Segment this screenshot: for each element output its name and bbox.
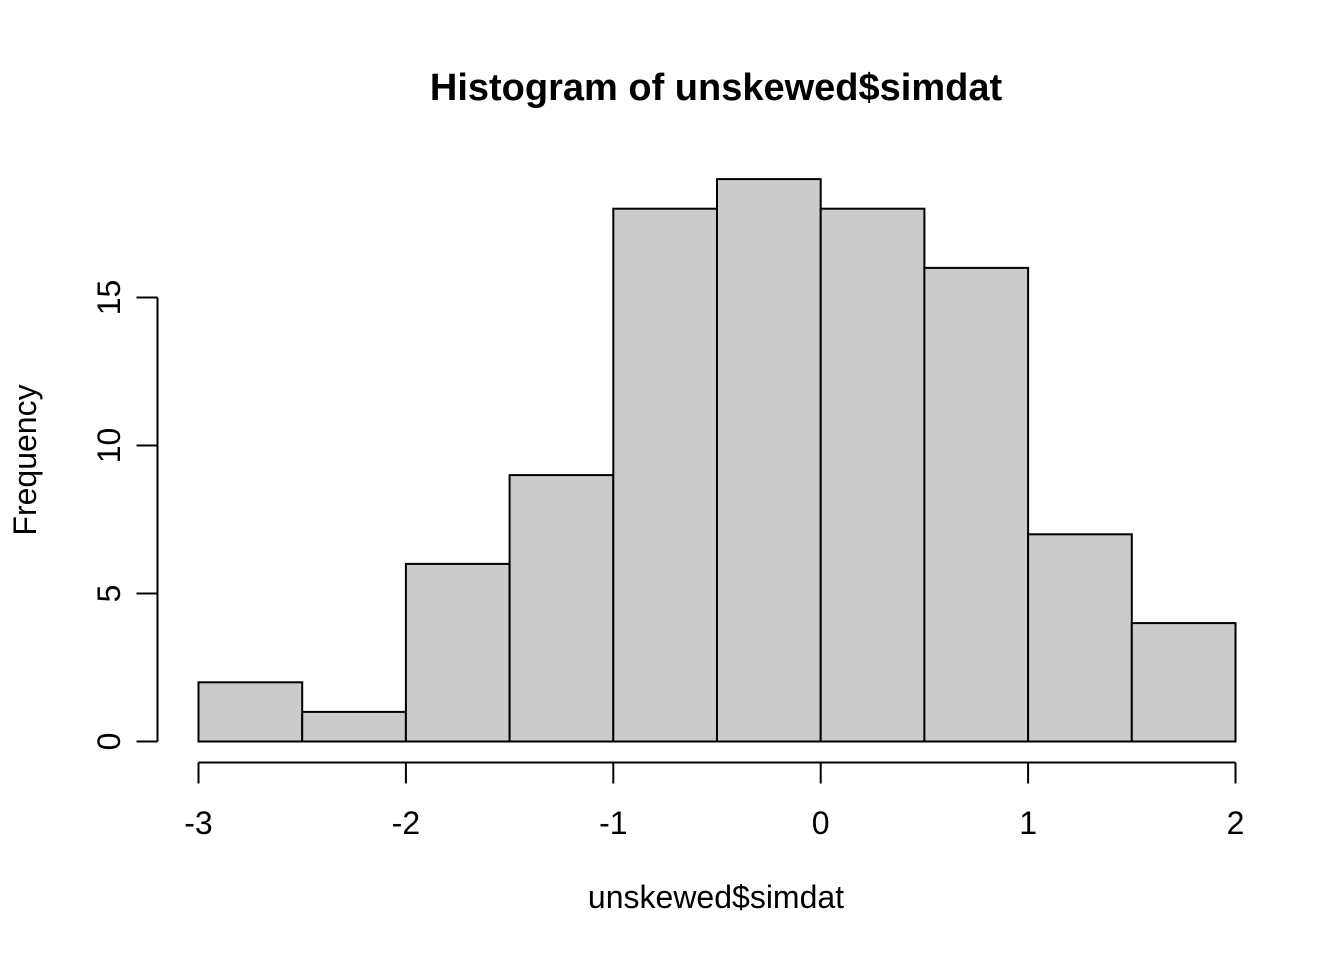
histogram-bar: [923, 266, 1030, 743]
y-tick-label: 10: [91, 428, 127, 464]
histogram-bar: [612, 207, 718, 743]
histogram-bar: [301, 710, 407, 743]
x-tick-label: -2: [392, 805, 420, 841]
x-tick-label: 1: [1019, 805, 1037, 841]
x-tick-label: 2: [1227, 805, 1245, 841]
x-axis-label: unskewed$simdat: [588, 879, 844, 915]
y-tick-label: 0: [91, 733, 127, 751]
y-axis-label: Frequency: [7, 384, 43, 535]
histogram-bar: [819, 207, 926, 743]
histogram-bar: [197, 681, 304, 743]
histogram-bar: [716, 178, 822, 743]
chart-title: Histogram of unskewed$simdat: [430, 67, 1003, 109]
histogram-bar: [1130, 622, 1237, 743]
histogram-bar: [404, 562, 511, 743]
y-tick-label: 5: [91, 585, 127, 603]
x-tick-label: -1: [599, 805, 627, 841]
x-tick-label: -3: [184, 805, 212, 841]
axes: -3 -2 -1 0 1 2 0 5 10 15: [91, 280, 1244, 841]
histogram-bars: [197, 178, 1237, 743]
histogram-bar: [1027, 533, 1133, 743]
histogram-bar: [508, 474, 615, 743]
y-tick-label: 15: [91, 280, 127, 316]
x-tick-label: 0: [812, 805, 830, 841]
